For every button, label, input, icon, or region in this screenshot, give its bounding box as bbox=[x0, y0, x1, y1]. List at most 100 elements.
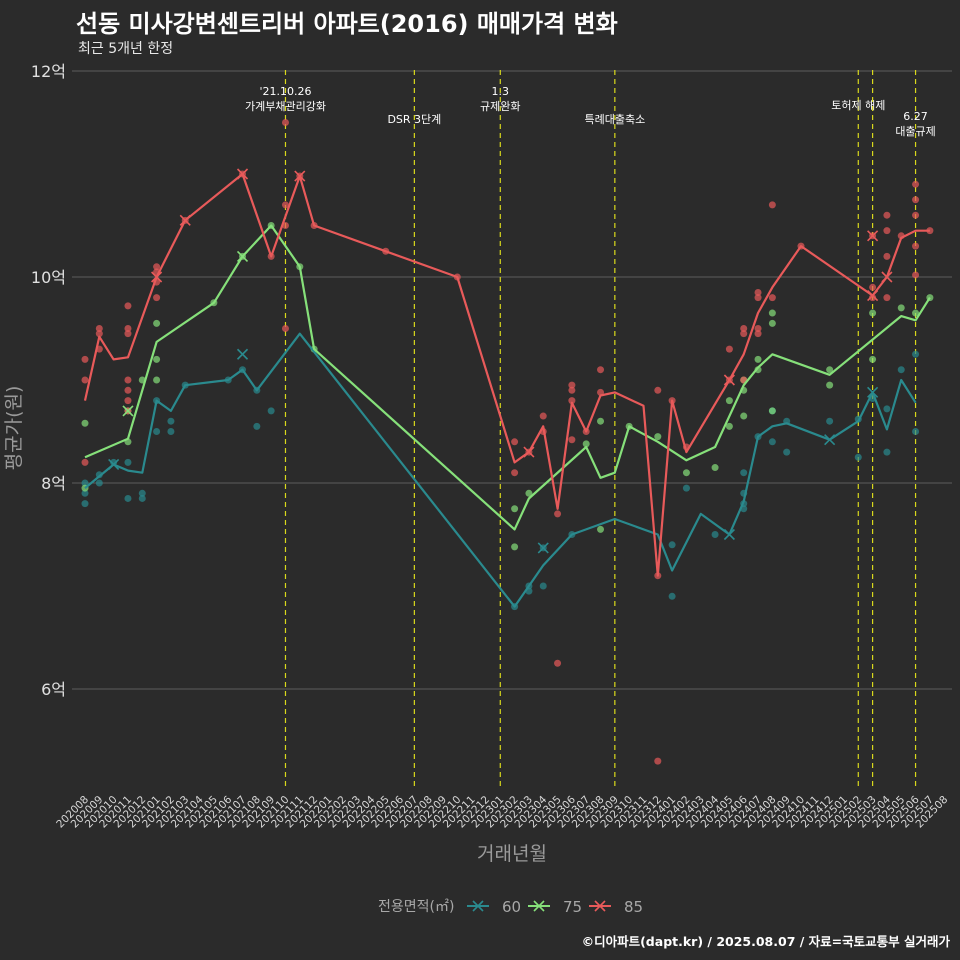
point-60 bbox=[668, 592, 676, 600]
avg-marker-85 bbox=[867, 289, 879, 302]
point-85 bbox=[754, 325, 762, 332]
point-60 bbox=[768, 438, 776, 446]
point-60 bbox=[783, 448, 791, 456]
point-60 bbox=[267, 407, 275, 415]
point-85 bbox=[81, 458, 89, 466]
point-85 bbox=[568, 397, 576, 405]
avg-marker-60 bbox=[723, 528, 735, 541]
point-75 bbox=[826, 381, 834, 389]
point-85 bbox=[654, 757, 662, 765]
point-75 bbox=[597, 525, 605, 533]
point-85 bbox=[597, 366, 605, 374]
chart-title: 선동 미사강변센트리버 아파트(2016) 매매가격 변화 bbox=[76, 10, 618, 38]
legend-key-marker-85 bbox=[594, 900, 606, 912]
policy-label: 6.27 대출규제 bbox=[895, 110, 935, 138]
avg-marker-60 bbox=[537, 542, 549, 554]
avg-markers bbox=[108, 168, 893, 554]
point-75 bbox=[768, 319, 776, 327]
legend-label-75: 75 bbox=[563, 898, 582, 916]
point-85 bbox=[768, 201, 776, 209]
policy-label: DSR 3단계 bbox=[387, 113, 441, 126]
point-75 bbox=[768, 407, 776, 415]
y-tick-label: 8억 bbox=[41, 474, 66, 493]
point-85 bbox=[912, 196, 920, 204]
point-75 bbox=[754, 355, 762, 363]
legend-title: 전용면적(㎡) bbox=[378, 899, 454, 915]
point-75 bbox=[153, 376, 161, 384]
point-85 bbox=[883, 227, 891, 235]
point-85 bbox=[281, 325, 289, 332]
avg-marker-75 bbox=[122, 405, 134, 417]
point-60 bbox=[124, 494, 132, 502]
line-85 bbox=[83, 172, 930, 577]
point-60 bbox=[124, 458, 132, 466]
point-75 bbox=[682, 469, 690, 477]
point-60 bbox=[883, 405, 891, 413]
point-75 bbox=[869, 309, 877, 317]
point-85 bbox=[81, 355, 89, 363]
point-60 bbox=[167, 428, 175, 435]
point-60 bbox=[826, 417, 834, 425]
point-60 bbox=[539, 582, 547, 590]
avg-marker-60 bbox=[824, 434, 836, 446]
point-85 bbox=[883, 211, 891, 219]
avg-marker-85 bbox=[867, 230, 879, 242]
point-75 bbox=[725, 397, 733, 405]
policy-label: 특례대출축소 bbox=[584, 113, 645, 126]
point-60 bbox=[711, 531, 719, 538]
legend-label-60: 60 bbox=[502, 898, 521, 916]
point-75 bbox=[912, 309, 920, 317]
policy-label: 토허제 해제 bbox=[831, 98, 885, 112]
avg-marker-85 bbox=[723, 374, 735, 386]
point-85 bbox=[912, 242, 920, 250]
point-60 bbox=[682, 484, 690, 492]
avg-marker-85 bbox=[881, 271, 893, 283]
point-60 bbox=[153, 428, 161, 435]
line-75 bbox=[84, 224, 931, 531]
series-lines bbox=[83, 172, 931, 608]
y-axis-title: 평균가(원) bbox=[3, 386, 25, 471]
point-85 bbox=[754, 330, 762, 338]
grid bbox=[72, 70, 952, 690]
point-75 bbox=[754, 366, 762, 374]
point-60 bbox=[81, 479, 89, 487]
point-60 bbox=[81, 489, 89, 497]
policy-label: '21.10.26 가계부채관리강화 bbox=[245, 85, 326, 113]
legend-key-marker-75 bbox=[533, 900, 545, 912]
point-85 bbox=[869, 294, 877, 302]
avg-marker-60 bbox=[867, 386, 879, 398]
point-85 bbox=[95, 325, 103, 332]
point-85 bbox=[554, 659, 562, 667]
point-85 bbox=[95, 330, 103, 338]
point-75 bbox=[511, 505, 519, 513]
point-85 bbox=[568, 436, 576, 444]
point-85 bbox=[124, 386, 132, 394]
policy-label: 1.3 규제완화 bbox=[480, 85, 520, 113]
point-85 bbox=[511, 469, 519, 477]
point-75 bbox=[582, 440, 590, 448]
avg-marker-75 bbox=[236, 250, 249, 262]
point-85 bbox=[81, 376, 89, 384]
point-60 bbox=[167, 417, 175, 425]
point-85 bbox=[554, 510, 562, 518]
avg-marker-85 bbox=[523, 446, 535, 458]
point-75 bbox=[511, 543, 519, 551]
legend-key-marker-60 bbox=[472, 900, 484, 912]
point-75 bbox=[768, 309, 776, 317]
point-85 bbox=[654, 386, 662, 394]
point-60 bbox=[912, 428, 920, 435]
point-85 bbox=[124, 325, 132, 332]
avg-marker-85 bbox=[236, 168, 249, 180]
avg-marker-85 bbox=[151, 271, 163, 283]
point-60 bbox=[253, 422, 261, 430]
point-85 bbox=[153, 294, 161, 302]
point-85 bbox=[539, 412, 547, 420]
point-85 bbox=[883, 294, 891, 302]
point-85 bbox=[568, 386, 576, 394]
point-85 bbox=[725, 345, 733, 353]
point-85 bbox=[740, 325, 748, 332]
point-60 bbox=[883, 448, 891, 456]
point-85 bbox=[124, 397, 132, 405]
legend: 전용면적(㎡) 60 75 85 bbox=[378, 898, 643, 916]
